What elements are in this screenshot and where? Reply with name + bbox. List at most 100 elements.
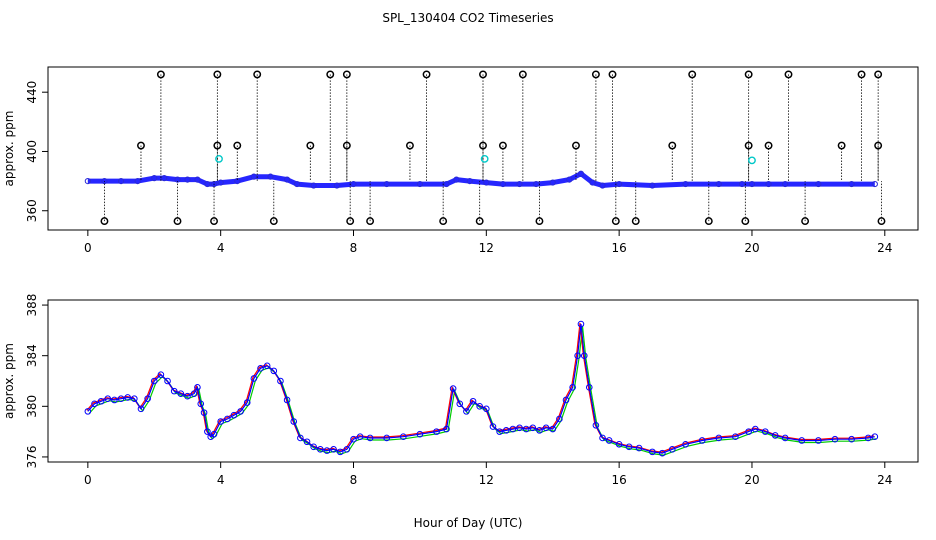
series-point xyxy=(343,446,351,453)
series-point xyxy=(104,395,112,403)
main-series-point xyxy=(383,180,390,188)
series-point xyxy=(310,443,317,451)
main-series-point xyxy=(134,178,141,185)
series-point xyxy=(449,385,457,392)
series-point xyxy=(599,434,606,442)
main-series-point xyxy=(333,182,340,189)
main-series-point xyxy=(577,170,585,177)
y-tick-label: 380 xyxy=(25,395,39,418)
series-point xyxy=(297,434,304,442)
y-tick-label: 400 xyxy=(25,140,39,163)
high-outlier xyxy=(744,70,753,79)
main-series-point xyxy=(234,178,241,185)
main-series-point xyxy=(250,173,257,180)
high-outlier xyxy=(326,70,335,79)
series-point xyxy=(463,408,470,415)
mid-outlier xyxy=(744,141,753,150)
high-outlier xyxy=(156,70,165,79)
series-point xyxy=(137,405,145,413)
low-outlier xyxy=(100,217,109,226)
y-tick-label: 376 xyxy=(25,445,39,468)
series-point xyxy=(111,396,118,404)
series-point xyxy=(496,428,503,435)
plot-frame xyxy=(47,66,919,231)
low-outlier xyxy=(631,217,640,226)
high-outlier xyxy=(591,70,600,79)
main-series-point xyxy=(533,180,540,188)
series-point xyxy=(204,428,211,435)
main-series-point xyxy=(174,176,181,183)
high-outlier xyxy=(784,70,793,79)
series-point xyxy=(84,408,92,415)
series-point xyxy=(649,448,656,456)
main-series-point xyxy=(566,176,573,183)
series-point xyxy=(715,434,723,442)
high-outlier xyxy=(422,70,431,79)
series-3-line xyxy=(87,323,875,454)
series-point xyxy=(416,430,424,438)
series-point xyxy=(469,397,477,405)
main-series-point xyxy=(516,180,523,188)
bottom-panel: 0 4 8 12 16 20 24 376 380 384 388 approx. ppm xyxy=(2,294,919,487)
series-point xyxy=(522,425,530,433)
flagged-point xyxy=(748,156,756,165)
x-tick-label: 16 xyxy=(612,241,627,255)
series-point xyxy=(443,425,450,433)
series-point xyxy=(131,395,138,403)
x-tick-label: 20 xyxy=(744,473,759,487)
series-point xyxy=(366,434,374,442)
series-point xyxy=(170,387,178,395)
series-point xyxy=(250,375,258,382)
main-series-point xyxy=(416,180,424,188)
series-point xyxy=(164,377,171,385)
high-outlier xyxy=(608,70,617,79)
series-point xyxy=(237,408,244,415)
series-point xyxy=(197,400,205,408)
series-point xyxy=(243,399,251,406)
series-point xyxy=(831,435,839,443)
x-tick-label: 12 xyxy=(479,241,494,255)
low-outlier xyxy=(210,217,218,226)
plot-frame xyxy=(47,299,919,463)
series-point xyxy=(635,444,643,452)
main-series-point xyxy=(283,176,291,183)
series-point xyxy=(556,415,563,423)
y-tick-label: 360 xyxy=(25,199,39,222)
x-tick-label: 20 xyxy=(744,241,759,255)
series-point xyxy=(848,435,855,443)
series-point xyxy=(270,367,278,375)
mid-outlier xyxy=(233,141,242,150)
series-point xyxy=(569,384,576,391)
series-point xyxy=(283,396,291,404)
series-point xyxy=(200,409,208,416)
series-point xyxy=(210,430,218,438)
high-outlier xyxy=(253,70,262,79)
mid-outlier xyxy=(479,141,487,150)
series-point xyxy=(483,405,490,413)
series-point xyxy=(277,377,284,385)
series-point xyxy=(330,446,337,453)
series-point xyxy=(625,443,633,451)
x-tick-label: 4 xyxy=(217,473,225,487)
main-series-point xyxy=(293,180,301,188)
series-point xyxy=(144,395,151,403)
y-tick-label: 440 xyxy=(25,81,39,104)
series-point xyxy=(659,449,666,457)
mid-outlier xyxy=(498,141,507,150)
series-point xyxy=(97,397,105,405)
x-tick-label: 16 xyxy=(612,473,627,487)
series-point xyxy=(761,428,769,435)
series-point xyxy=(585,384,593,391)
mid-outlier xyxy=(668,141,677,150)
high-outlier xyxy=(518,70,527,79)
low-outlier xyxy=(801,217,810,226)
series-point xyxy=(336,448,344,456)
series-point xyxy=(668,446,676,453)
y-tick-label: 384 xyxy=(25,344,39,367)
mid-outlier xyxy=(342,141,351,150)
main-series-point xyxy=(117,178,125,185)
main-series-point xyxy=(466,178,473,185)
main-series-point xyxy=(499,180,507,188)
main-series-point xyxy=(649,182,656,189)
series-point xyxy=(383,434,391,442)
